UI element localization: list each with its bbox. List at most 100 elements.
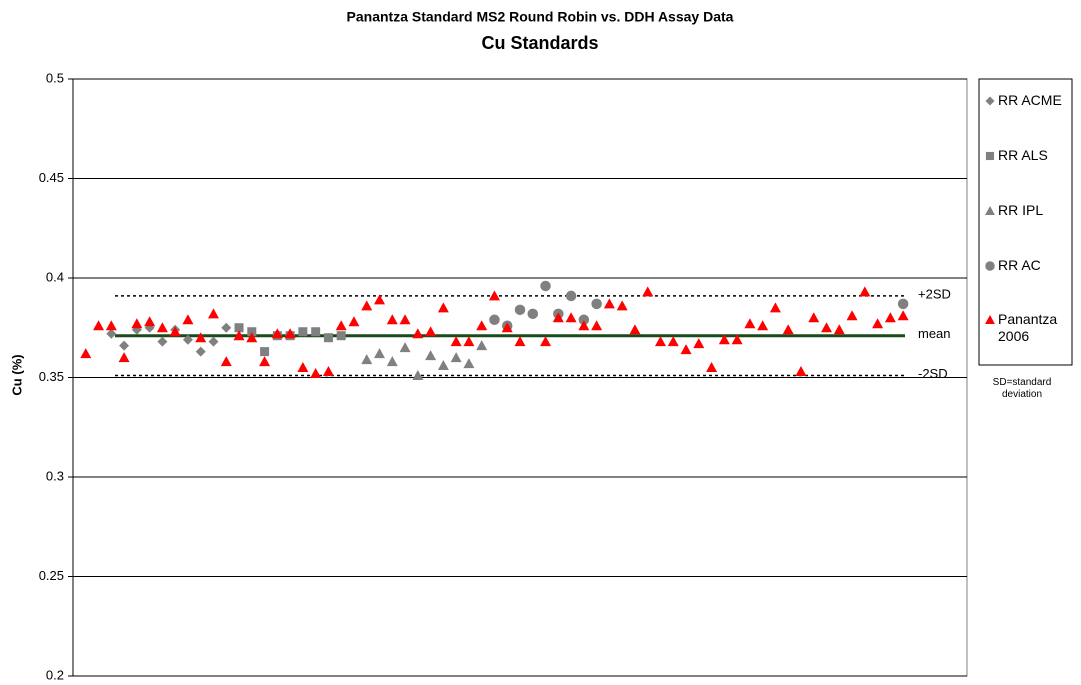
point	[578, 314, 590, 326]
point	[412, 328, 424, 339]
point	[578, 320, 590, 331]
point	[195, 346, 206, 357]
point	[437, 360, 449, 371]
legend-marker	[985, 206, 995, 216]
point	[795, 366, 807, 377]
point	[463, 358, 475, 369]
point	[386, 356, 398, 367]
point	[374, 294, 386, 305]
point	[260, 347, 270, 357]
point	[527, 308, 539, 320]
chart-subtitle: Cu Standards	[481, 33, 598, 53]
point	[872, 318, 884, 329]
legend-label: Panantza 2006	[998, 311, 1058, 344]
point	[322, 366, 334, 377]
legend-box	[978, 78, 1073, 366]
legend-item: RR AC	[998, 257, 1041, 273]
reference-label: +2SD	[918, 286, 951, 301]
legend-item: Panantza 2006	[998, 311, 1058, 344]
point	[399, 342, 411, 353]
y-tick-label: 0.45	[39, 170, 64, 185]
point	[757, 320, 769, 331]
legend-item: RR ALS	[998, 147, 1048, 163]
y-tick-label: 0.25	[39, 568, 64, 583]
point	[463, 336, 475, 347]
y-axis-label: Cu (%)	[9, 354, 24, 395]
point	[361, 300, 373, 311]
point	[144, 316, 156, 327]
point	[731, 334, 743, 345]
point	[514, 304, 526, 316]
point	[271, 328, 283, 339]
reference-label: -2SD	[918, 366, 948, 381]
point	[247, 327, 257, 337]
point	[540, 280, 551, 292]
point	[437, 302, 449, 313]
point	[259, 356, 271, 367]
legend-label: RR ACME	[998, 92, 1062, 108]
legend-label: RR ALS	[998, 147, 1048, 163]
legend-marker	[985, 151, 995, 161]
y-tick-label: 0.35	[39, 369, 64, 384]
point	[591, 320, 603, 331]
legend-label: RR AC	[998, 257, 1041, 273]
point	[565, 312, 577, 323]
point	[642, 286, 654, 297]
legend-marker	[985, 96, 995, 106]
note-box: SD=standard deviation	[992, 377, 1052, 400]
point	[284, 328, 296, 339]
point	[718, 334, 730, 345]
point	[488, 290, 500, 301]
point	[207, 308, 219, 319]
point	[667, 336, 679, 347]
point	[833, 324, 845, 335]
point	[221, 322, 232, 333]
point	[297, 362, 309, 373]
chart-title: Panantza Standard MS2 Round Robin vs. DD…	[347, 9, 734, 25]
point	[335, 320, 347, 331]
point	[93, 320, 105, 331]
legend-marker	[985, 315, 995, 325]
point	[131, 318, 143, 329]
point	[195, 332, 207, 343]
point	[884, 312, 896, 323]
point	[425, 350, 437, 361]
point	[336, 331, 346, 341]
point	[246, 332, 258, 343]
point	[234, 323, 244, 333]
point	[361, 354, 373, 365]
legend-label: RR IPL	[998, 202, 1044, 218]
point	[233, 330, 245, 341]
note: SD=standard deviation	[992, 377, 1052, 400]
y-tick-label: 0.4	[46, 269, 64, 284]
point	[374, 348, 386, 359]
point	[386, 314, 398, 325]
point	[603, 298, 615, 309]
point	[897, 310, 909, 321]
y-tick-label: 0.2	[46, 667, 64, 682]
point	[744, 318, 756, 329]
point	[106, 328, 117, 339]
point	[169, 326, 181, 337]
point	[119, 340, 130, 351]
point	[156, 322, 168, 333]
point	[897, 298, 909, 310]
point	[821, 322, 833, 333]
point	[220, 356, 232, 367]
point	[182, 334, 193, 345]
point	[552, 312, 564, 323]
point	[846, 310, 858, 321]
point	[654, 336, 666, 347]
point	[310, 368, 322, 379]
point	[476, 340, 488, 351]
point	[105, 320, 117, 331]
point	[616, 300, 628, 311]
y-tick-label: 0.5	[46, 70, 64, 85]
point	[348, 316, 360, 327]
point	[157, 336, 168, 347]
reference-label: mean	[918, 326, 951, 341]
legend-marker	[985, 261, 995, 271]
y-tick-label: 0.3	[46, 468, 64, 483]
point	[298, 327, 308, 337]
